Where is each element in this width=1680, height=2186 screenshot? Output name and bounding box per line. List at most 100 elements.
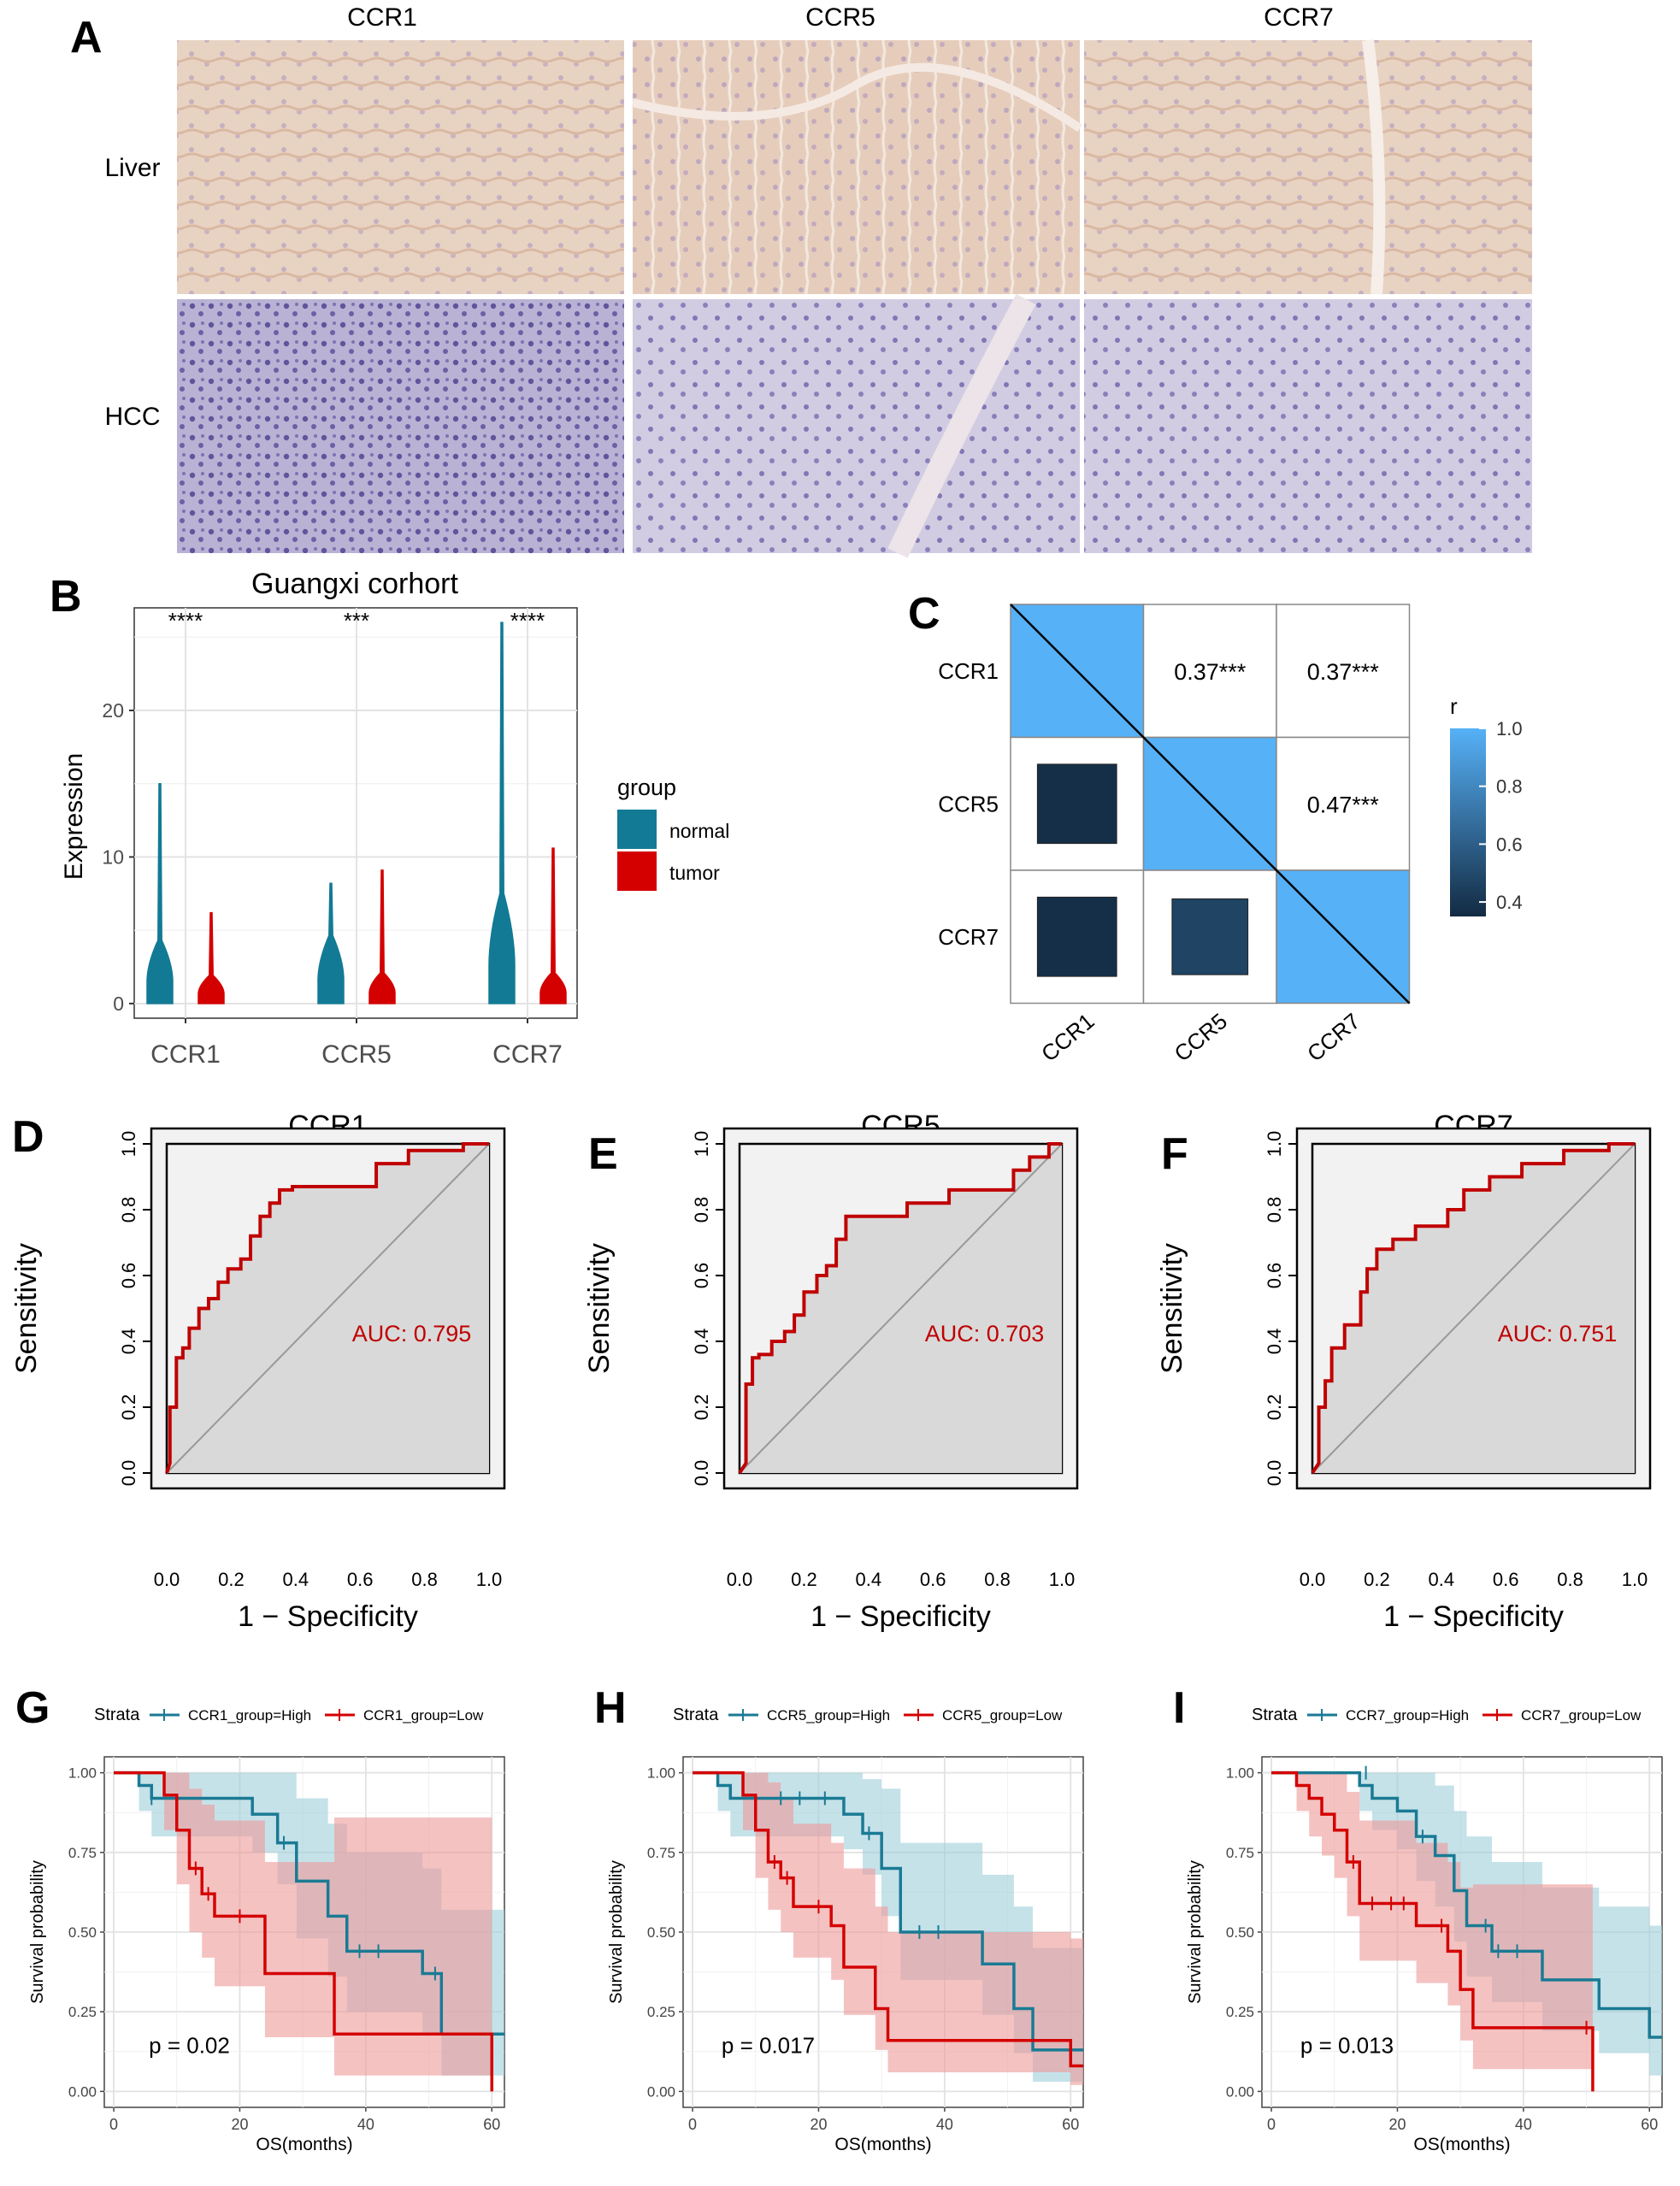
panel-a-micrographs: CCR1 CCR5 CCR7 Liver HCC xyxy=(104,3,1532,558)
km-y-tick-label: 0.25 xyxy=(1226,2004,1254,2020)
roc-curve xyxy=(738,1142,1062,1475)
roc-y-tick-label: 0.2 xyxy=(118,1394,139,1421)
violin-normal-CCR5 xyxy=(317,882,345,1005)
roc-y-tick-label: 1.0 xyxy=(691,1131,712,1158)
km-curve-low xyxy=(1271,1771,1595,2092)
km-curve-high xyxy=(693,1771,1083,2052)
roc-x-tick-label: 0.2 xyxy=(1364,1569,1390,1590)
roc-x-tick-label: 0.0 xyxy=(1300,1569,1326,1590)
km-y-tick-label: 1.00 xyxy=(647,1765,675,1782)
km-xlabel: OS(months) xyxy=(834,2135,931,2154)
heatmap-cell xyxy=(1276,736,1411,871)
colorbar-tick-label: 0.8 xyxy=(1496,776,1523,798)
roc-auc-label: AUC: 0.751 xyxy=(1498,1321,1618,1346)
km-pvalue: p = 0.017 xyxy=(722,2033,815,2059)
image-hcc-ccr1 xyxy=(177,299,624,553)
km-x-tick-label: 20 xyxy=(1388,2116,1406,2133)
km-y-tick-label: 0.75 xyxy=(647,1845,675,1861)
signif-CCR1: **** xyxy=(168,608,203,633)
panel-letter-e: E xyxy=(588,1129,618,1179)
roc-auc-label: AUC: 0.795 xyxy=(352,1321,472,1346)
roc-x-tick-label: 0.6 xyxy=(347,1569,374,1590)
colorbar-tick-label: 1.0 xyxy=(1496,718,1523,739)
km-x-tick-label: 0 xyxy=(109,2116,118,2133)
km-y-tick-label: 1.00 xyxy=(1226,1765,1254,1782)
legend-label-normal: normal xyxy=(669,820,729,842)
panel-letter-h: H xyxy=(594,1683,627,1733)
panel-b-title: Guangxi corhort xyxy=(251,568,458,600)
km-xlabel: OS(months) xyxy=(256,2135,352,2154)
roc-x-tick-label: 0.4 xyxy=(856,1569,882,1590)
panel-b-legend-title: group xyxy=(617,775,676,800)
roc-x-tick-label: 0.0 xyxy=(727,1569,753,1590)
km-x-tick-label: 40 xyxy=(936,2116,953,2133)
roc-ylabel: Sensitivity xyxy=(1156,1243,1188,1374)
roc-x-tick-label: 0.6 xyxy=(920,1569,946,1590)
panel-c-correlation: 0.37*** 0.37*** 0.47*** CCR1 CCR1 CCR5 CCR5 CC… xyxy=(938,604,1523,1067)
km-y-tick-label: 0.50 xyxy=(647,1924,675,1941)
legend-high-label: CCR5_group=High xyxy=(767,1707,890,1723)
roc-y-tick-label: 0.4 xyxy=(118,1329,139,1355)
legend-low-label: CCR7_group=Low xyxy=(1521,1707,1642,1723)
km-x-tick-label: 0 xyxy=(688,2116,697,2133)
violin-normal-CCR1 xyxy=(146,782,174,1005)
panel-letter-b: B xyxy=(50,572,82,622)
panel-c-legend-title: r xyxy=(1450,693,1458,719)
corr-text-CCR1-CCR5: 0.37*** xyxy=(1174,659,1247,685)
x-tick-label-CCR7: CCR7 xyxy=(492,1040,563,1069)
roc-y-tick-label: 0.2 xyxy=(1264,1394,1285,1421)
roc-y-tick-label: 0.8 xyxy=(691,1197,712,1223)
strata-title: Strata xyxy=(94,1706,140,1724)
roc-ylabel: Sensitivity xyxy=(583,1243,616,1374)
km-ci-band-low xyxy=(1271,1772,1593,2070)
row-label-liver: Liver xyxy=(104,154,160,182)
km-y-tick-label: 0.00 xyxy=(1226,2083,1254,2100)
panel-b-ylabel: Expression xyxy=(60,753,88,880)
roc-diagonal xyxy=(739,1143,1063,1474)
row-label-CCR5: CCR5 xyxy=(938,791,999,816)
panel-letter-f: F xyxy=(1161,1129,1188,1179)
km-y-tick-label: 0.25 xyxy=(647,2004,675,2020)
col-label-CCR1: CCR1 xyxy=(1036,1008,1099,1066)
legend-key-tumor xyxy=(617,851,657,891)
image-liver-ccr7 xyxy=(1084,40,1532,294)
legend-low-label: CCR5_group=Low xyxy=(942,1707,1063,1723)
signif-CCR7: **** xyxy=(510,608,545,633)
km-x-tick-label: 20 xyxy=(810,2116,827,2133)
roc-y-tick-label: 0.4 xyxy=(691,1329,712,1355)
roc-y-tick-label: 1.0 xyxy=(118,1131,139,1158)
roc-y-tick-label: 0.8 xyxy=(1264,1197,1285,1223)
legend-label-tumor: tumor xyxy=(669,862,720,884)
roc-y-tick-label: 0.2 xyxy=(691,1394,712,1421)
col-label-CCR7: CCR7 xyxy=(1302,1008,1365,1066)
roc-x-tick-label: 0.0 xyxy=(154,1569,180,1590)
roc-y-tick-label: 0.0 xyxy=(691,1460,712,1487)
roc-x-tick-label: 0.8 xyxy=(411,1569,438,1590)
km-ylabel: Survival probability xyxy=(28,1860,47,2004)
km-y-tick-label: 0.00 xyxy=(647,2083,675,2100)
corr-text-CCR5-CCR7: 0.47*** xyxy=(1307,792,1380,817)
panel-letter-d: D xyxy=(12,1112,44,1162)
strata-title: Strata xyxy=(673,1706,719,1724)
roc-y-tick-label: 0.6 xyxy=(1264,1263,1285,1289)
km-ylabel: Survival probability xyxy=(1186,1860,1205,2004)
roc-diagonal xyxy=(1312,1143,1636,1474)
box-tumor-CCR1 xyxy=(200,985,222,1002)
col-label-CCR5: CCR5 xyxy=(1170,1008,1233,1066)
km-x-tick-label: 60 xyxy=(1062,2116,1079,2133)
km-ylabel: Survival probability xyxy=(607,1860,626,2004)
roc-x-tick-label: 0.6 xyxy=(1493,1569,1519,1590)
violin-tumor-CCR7 xyxy=(539,847,567,1005)
diagonal-line xyxy=(1010,604,1411,1005)
roc-y-tick-label: 0.4 xyxy=(1264,1329,1285,1355)
box-normal-CCR5 xyxy=(320,959,342,999)
violin-normal-CCR7 xyxy=(488,622,516,1005)
roc-xlabel: 1 − Specificity xyxy=(1383,1600,1564,1633)
box-tumor-CCR5 xyxy=(371,983,393,1002)
km-pvalue: p = 0.02 xyxy=(149,2033,230,2059)
roc-x-tick-label: 1.0 xyxy=(1049,1569,1076,1590)
